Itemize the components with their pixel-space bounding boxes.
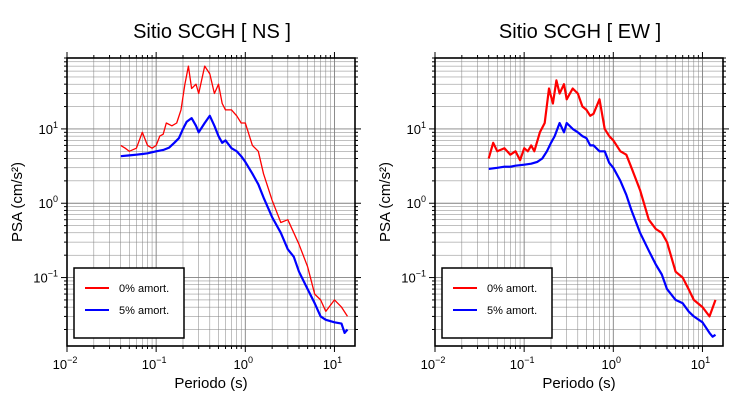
x-tick-label: 10−1 bbox=[510, 355, 535, 372]
y-tick-label: 101 bbox=[39, 120, 58, 137]
tick-exponent: 1 bbox=[53, 120, 58, 130]
tick-base: 10 bbox=[421, 357, 435, 372]
x-tick-label: 100 bbox=[234, 355, 253, 372]
x-tick-label: 101 bbox=[691, 355, 710, 372]
tick-base: 10 bbox=[142, 357, 156, 372]
tick-base: 10 bbox=[401, 271, 415, 286]
tick-base: 10 bbox=[39, 122, 53, 137]
tick-exponent: 0 bbox=[421, 194, 426, 204]
y-axis-label: PSA (cm/s²) bbox=[9, 162, 26, 242]
series-line-amort-5 bbox=[488, 121, 717, 338]
legend: 0% amort. 5% amort. bbox=[73, 267, 185, 339]
tick-base: 10 bbox=[323, 357, 337, 372]
tick-exponent: 0 bbox=[248, 355, 253, 365]
legend-label: 0% amort. bbox=[119, 283, 169, 295]
x-tick-label: 10−2 bbox=[421, 355, 446, 372]
tick-exponent: 0 bbox=[53, 194, 58, 204]
x-axis-label: Periodo (s) bbox=[542, 375, 615, 392]
chart-title: Sitio SCGH [ EW ] bbox=[499, 21, 661, 43]
legend-box bbox=[73, 267, 185, 339]
x-tick-label: 10−2 bbox=[53, 355, 78, 372]
tick-base: 10 bbox=[691, 357, 705, 372]
tick-base: 10 bbox=[33, 271, 47, 286]
tick-exponent: −2 bbox=[435, 355, 445, 365]
tick-base: 10 bbox=[510, 357, 524, 372]
grid bbox=[66, 57, 355, 346]
plot-frame bbox=[66, 57, 356, 347]
tick-base: 10 bbox=[407, 122, 421, 137]
legend-label: 0% amort. bbox=[487, 283, 537, 295]
y-tick-label: 10−1 bbox=[33, 269, 58, 286]
x-tick-label: 10−1 bbox=[142, 355, 167, 372]
y-tick-label: 101 bbox=[407, 120, 426, 137]
series-line-amort-0 bbox=[120, 65, 349, 317]
y-tick-label: 100 bbox=[407, 194, 426, 211]
tick-exponent: −1 bbox=[416, 269, 426, 279]
y-tick-label: 10−1 bbox=[401, 269, 426, 286]
x-tick-label: 101 bbox=[323, 355, 342, 372]
y-axis-label: PSA (cm/s²) bbox=[377, 162, 394, 242]
tick-base: 10 bbox=[602, 357, 616, 372]
tick-base: 10 bbox=[234, 357, 248, 372]
x-axis-label: Periodo (s) bbox=[174, 375, 247, 392]
series-line-amort-5 bbox=[120, 114, 349, 334]
legend-label: 5% amort. bbox=[487, 305, 537, 317]
legend: 0% amort. 5% amort. bbox=[441, 267, 553, 339]
tick-exponent: 1 bbox=[705, 355, 710, 365]
tick-exponent: 1 bbox=[421, 120, 426, 130]
tick-exponent: 0 bbox=[616, 355, 621, 365]
x-tick-label: 100 bbox=[602, 355, 621, 372]
y-tick-label: 100 bbox=[39, 194, 58, 211]
plot-frame bbox=[434, 57, 724, 347]
tick-base: 10 bbox=[39, 196, 53, 211]
tick-exponent: −1 bbox=[48, 269, 58, 279]
tick-exponent: 1 bbox=[337, 355, 342, 365]
tick-base: 10 bbox=[407, 196, 421, 211]
tick-exponent: −1 bbox=[524, 355, 534, 365]
legend-box bbox=[441, 267, 553, 339]
tick-exponent: −1 bbox=[156, 355, 166, 365]
series-line-amort-0 bbox=[487, 79, 717, 318]
tick-exponent: −2 bbox=[67, 355, 77, 365]
tick-base: 10 bbox=[53, 357, 67, 372]
chart-title: Sitio SCGH [ NS ] bbox=[133, 21, 291, 43]
legend-label: 5% amort. bbox=[119, 305, 169, 317]
